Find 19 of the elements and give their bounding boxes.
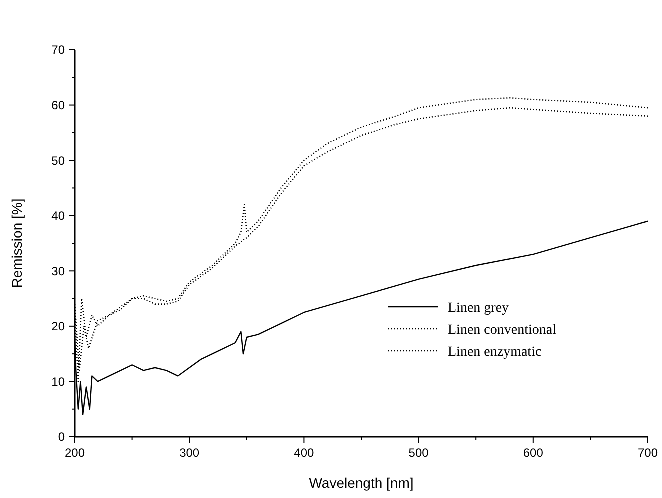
y-tick-label: 20 (52, 320, 66, 334)
y-tick-label: 40 (52, 209, 66, 224)
legend-label: Linen enzymatic (448, 344, 542, 360)
x-axis-title: Wavelength [nm] (309, 475, 414, 491)
y-axis-title: Remission [%] (9, 198, 25, 288)
y-tick-label: 60 (52, 98, 66, 112)
legend-label: Linen grey (448, 300, 510, 316)
x-tick-label: 300 (180, 446, 200, 460)
y-tick-label: 30 (52, 264, 66, 278)
y-tick-label: 0 (58, 430, 66, 444)
x-tick-label: 400 (294, 446, 315, 460)
x-tick-label: 600 (523, 446, 544, 460)
y-tick-label: 70 (52, 43, 66, 58)
x-tick-label: 700 (638, 446, 658, 460)
y-tick-label: 50 (52, 154, 66, 168)
x-tick-label: 500 (408, 446, 430, 460)
x-tick-label: 200 (64, 446, 86, 460)
y-tick-label: 10 (52, 374, 66, 389)
legend-label: Linen conventional (448, 322, 557, 338)
